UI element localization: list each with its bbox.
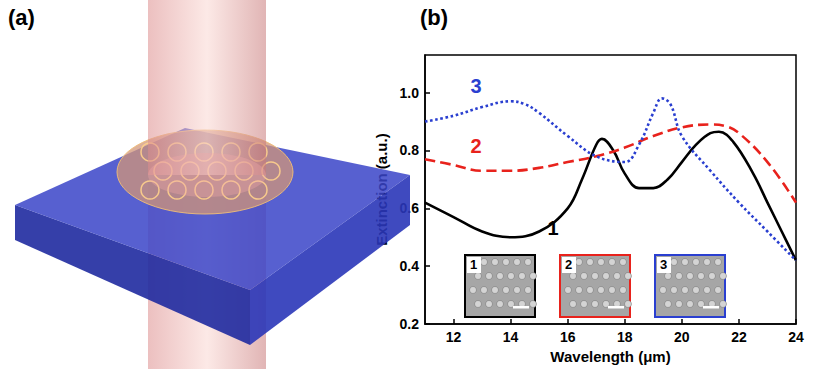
svg-text:2: 2 (565, 257, 572, 272)
svg-text:20: 20 (674, 329, 690, 345)
svg-text:2: 2 (471, 135, 482, 157)
svg-text:0.8: 0.8 (400, 142, 420, 158)
svg-text:18: 18 (617, 329, 633, 345)
svg-text:1.0: 1.0 (400, 85, 420, 101)
svg-text:12: 12 (446, 329, 462, 345)
svg-text:14: 14 (503, 329, 519, 345)
svg-text:0.2: 0.2 (400, 316, 420, 332)
svg-text:3: 3 (660, 257, 667, 272)
svg-text:(b): (b) (420, 5, 448, 30)
svg-text:1: 1 (470, 257, 477, 272)
svg-text:Wavelength (μm): Wavelength (μm) (550, 348, 670, 365)
svg-text:16: 16 (560, 329, 576, 345)
svg-text:1: 1 (548, 217, 559, 239)
svg-text:3: 3 (471, 75, 482, 97)
svg-text:24: 24 (788, 329, 804, 345)
svg-text:0.4: 0.4 (400, 258, 420, 274)
svg-text:(a): (a) (8, 5, 35, 30)
svg-text:22: 22 (731, 329, 747, 345)
